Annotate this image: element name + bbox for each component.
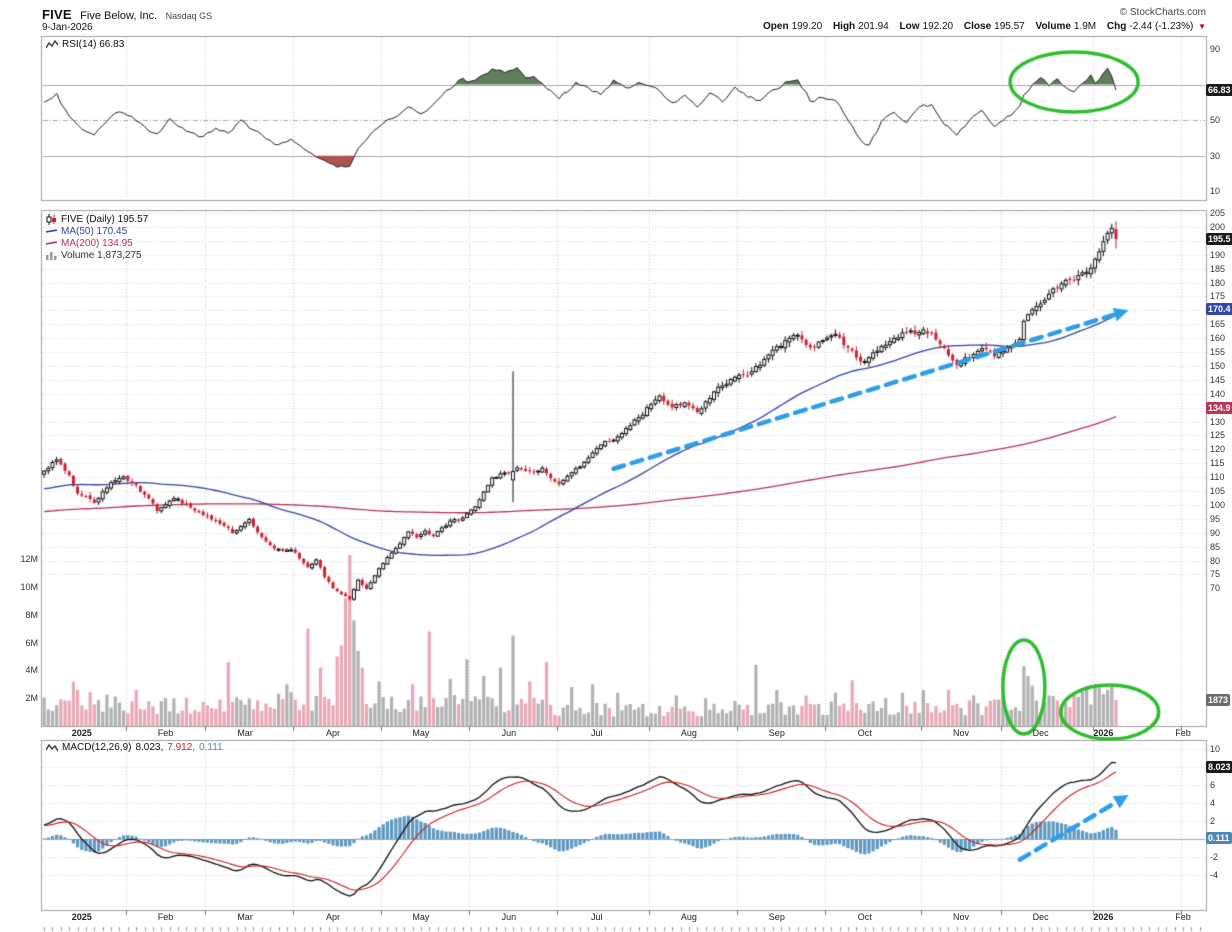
ma200-line-icon [46, 240, 57, 245]
low-label: Low [899, 21, 920, 32]
exchange-name: Nasdaq GS [165, 11, 213, 21]
ma50-line-icon [46, 228, 57, 233]
ma50-legend-row: MA(50) 170.45 [46, 225, 148, 237]
low-value: 192.20 [922, 21, 954, 32]
chart-date: 9-Jan-2026 [42, 22, 93, 33]
macd-hist-label: 0.111 [199, 742, 223, 753]
volume-legend-label: Volume 1,873,275 [61, 249, 142, 261]
rsi-legend: RSI(14) 66.83 [46, 39, 124, 50]
ma200-legend-row: MA(200) 134.95 [46, 237, 148, 249]
ma200-legend-label: MA(200) 134.95 [61, 237, 133, 249]
volume-label: Volume [1035, 21, 1071, 32]
macd-legend: MACD(12,26,9) 8.023, 7.912, 0.111 [46, 742, 223, 753]
company-name: Five Below, Inc. [80, 10, 158, 22]
volume-value: 1.9M [1073, 21, 1097, 32]
symbol-legend-label: FIVE (Daily) 195.57 [61, 213, 149, 225]
close-value: 195.57 [994, 21, 1025, 32]
macd-legend-name: MACD(12,26,9) [62, 742, 132, 753]
ma50-legend-label: MA(50) 170.45 [61, 225, 128, 237]
price-legend: FIVE (Daily) 195.57 MA(50) 170.45 MA(200… [46, 213, 148, 261]
change-value: -2.44 (-1.23%) [1129, 21, 1194, 32]
candlestick-icon [46, 213, 56, 225]
chart-header: FIVE Five Below, Inc. Nasdaq GS [42, 6, 212, 24]
copyright: © StockCharts.com [1119, 7, 1206, 18]
close-label: Close [963, 21, 992, 32]
open-label: Open [763, 21, 789, 32]
macd-value-label: 8.023, [135, 742, 164, 753]
macd-signal-label: 7.912, [167, 742, 196, 753]
volume-legend-row: Volume 1,873,275 [46, 249, 148, 261]
symbol-legend-row: FIVE (Daily) 195.57 [46, 213, 148, 225]
open-value: 199.20 [791, 21, 823, 32]
indicator-line-icon [46, 39, 58, 48]
ticker-symbol: FIVE [42, 7, 72, 22]
change-label: Chg [1106, 21, 1127, 32]
change-down-icon: ▼ [1198, 22, 1206, 31]
quote-strip: Open 199.20 High 201.94 Low 192.20 Close 195… [755, 21, 1206, 32]
high-label: High [832, 21, 856, 32]
indicator-line-icon [46, 743, 58, 751]
volume-bars-icon [46, 251, 57, 260]
high-value: 201.94 [858, 21, 889, 32]
rsi-legend-label: RSI(14) 66.83 [62, 39, 125, 50]
